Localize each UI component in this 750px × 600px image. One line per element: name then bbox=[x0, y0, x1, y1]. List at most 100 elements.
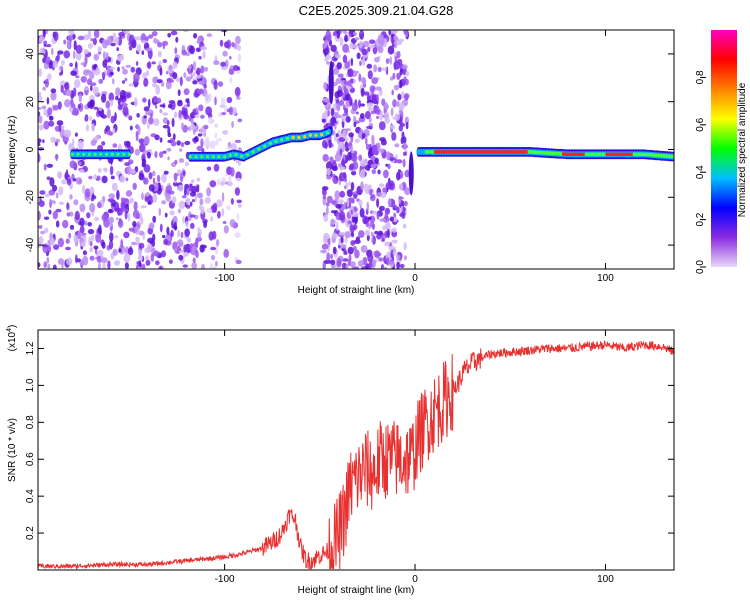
spectrogram-noise-blob bbox=[177, 208, 181, 214]
spectrogram-noise-blob bbox=[133, 72, 140, 83]
spectrogram-noise-blob bbox=[120, 197, 125, 203]
spectrogram-noise-blob bbox=[324, 97, 329, 103]
spectrogram-noise-blob bbox=[74, 132, 78, 137]
spectrogram-noise-blob bbox=[128, 115, 133, 121]
spectrogram-noise-blob bbox=[178, 200, 186, 210]
spectrogram-noise-blob bbox=[215, 245, 218, 255]
spectrogram-noise-blob bbox=[158, 50, 162, 58]
spectrogram-noise-blob bbox=[61, 59, 65, 66]
spectrogram-noise-blob bbox=[320, 249, 327, 254]
spectrogram-noise-blob bbox=[177, 89, 181, 97]
spectrogram-noise-blob bbox=[393, 60, 401, 70]
spectrogram-noise-blob bbox=[372, 210, 378, 215]
spectrogram-noise-blob bbox=[401, 210, 406, 220]
spectrogram-noise-blob bbox=[135, 212, 140, 219]
spectrogram-noise-blob bbox=[106, 108, 111, 119]
spectrogram-noise-blob bbox=[213, 60, 220, 66]
spectrogram-noise-blob bbox=[364, 111, 371, 120]
spectrogram-noise-blob bbox=[234, 86, 241, 97]
spectrogram-noise-blob bbox=[195, 239, 199, 248]
spectrogram-noise-blob bbox=[338, 137, 346, 143]
spectrogram-noise-blob bbox=[85, 69, 91, 74]
spectrogram-noise-blob bbox=[346, 86, 352, 90]
spectrogram-noise-blob bbox=[145, 255, 150, 262]
spectrogram-noise-blob bbox=[181, 106, 186, 115]
spectrogram-noise-blob bbox=[38, 147, 44, 151]
spectrogram-noise-blob bbox=[114, 235, 119, 239]
spectrogram-noise-blob bbox=[336, 114, 342, 119]
spectrogram-noise-blob bbox=[55, 208, 62, 213]
spectrogram-noise-blob bbox=[169, 210, 175, 216]
spectrogram-noise-blob bbox=[109, 71, 114, 76]
spectrogram-noise-blob bbox=[180, 141, 185, 148]
spectrogram-noise-blob bbox=[38, 68, 43, 77]
y-tick-label: 1.2 bbox=[25, 341, 36, 355]
spectrogram-noise-blob bbox=[84, 220, 88, 226]
spectrogram-noise-blob bbox=[57, 171, 63, 179]
spectrogram-noise-blob bbox=[371, 77, 379, 85]
spectrogram-noise-blob bbox=[181, 49, 187, 56]
spectrogram-noise-blob bbox=[404, 187, 411, 196]
snr-panel: -100 0 100 0.2 0.4 0.6 0.8 1.0 1.2 Height of st… bbox=[6, 325, 675, 596]
spectrogram-noise-blob bbox=[93, 53, 100, 61]
spectrogram-noise-blob bbox=[344, 231, 352, 239]
spectrogram-noise-blob bbox=[384, 241, 390, 247]
spectrogram-noise-blob bbox=[214, 123, 219, 128]
spectrogram-noise-blob bbox=[403, 151, 407, 156]
spectrogram-noise-blob bbox=[174, 221, 177, 230]
spectrogram-noise-blob bbox=[38, 225, 43, 229]
spectrogram-noise-blob bbox=[346, 198, 350, 208]
spectrogram-noise-blob bbox=[398, 125, 403, 132]
spectrogram-noise-blob bbox=[159, 67, 163, 76]
spectrogram-noise-blob bbox=[213, 80, 218, 90]
spectrogram-noise-blob bbox=[401, 64, 408, 70]
spectrogram-noise-blob bbox=[389, 124, 396, 130]
spectrogram-noise-blob bbox=[89, 71, 95, 80]
spectrogram-noise-blob bbox=[193, 33, 198, 39]
spectrogram-noise-blob bbox=[226, 96, 233, 104]
spectrogram-noise-blob bbox=[177, 101, 183, 107]
spectrogram-noise-blob bbox=[57, 258, 65, 265]
spectrogram-noise-blob bbox=[52, 104, 59, 111]
spectrogram-noise-blob bbox=[66, 178, 72, 186]
spectrogram-noise-blob bbox=[352, 218, 356, 223]
spectrogram-noise-blob bbox=[339, 211, 346, 221]
spectrogram-noise-blob bbox=[141, 217, 144, 225]
spectrogram-noise-blob bbox=[382, 67, 387, 71]
spectrogram-noise-blob bbox=[63, 129, 71, 138]
spectrogram-noise-blob bbox=[347, 80, 351, 88]
spectrogram-noise-blob bbox=[130, 66, 136, 73]
spectrogram-noise-blob bbox=[137, 254, 143, 262]
spectrogram-noise-blob bbox=[89, 115, 92, 121]
spectrogram-noise-blob bbox=[122, 103, 128, 107]
spectrogram-noise-blob bbox=[199, 204, 202, 211]
spectrogram-noise-blob bbox=[95, 233, 102, 243]
spectrogram-noise-blob bbox=[90, 241, 93, 247]
spectrogram-noise-blob bbox=[138, 242, 145, 249]
spectrogram-noise-blob bbox=[69, 224, 75, 230]
spectrogram-noise-blob bbox=[389, 157, 394, 162]
spectrogram-noise-blob bbox=[39, 190, 46, 195]
spectrogram-noise-blob bbox=[79, 217, 85, 227]
spectrogram-noise-blob bbox=[331, 165, 338, 172]
spectrogram-noise-blob bbox=[185, 204, 191, 209]
spectrogram-noise-blob bbox=[143, 164, 151, 173]
spectrogram-noise-blob bbox=[53, 244, 60, 250]
spectrogram-noise-blob bbox=[151, 61, 156, 65]
spectrogram-noise-blob bbox=[196, 67, 201, 76]
spectrogram-noise-blob bbox=[167, 103, 173, 109]
spectrogram-noise-blob bbox=[324, 43, 327, 47]
spectrogram-noise-blob bbox=[112, 127, 116, 134]
ridge-core bbox=[671, 154, 674, 159]
spectrogram-noise-blob bbox=[209, 180, 217, 188]
spectrogram-noise-blob bbox=[125, 64, 131, 68]
spectrogram-noise-blob bbox=[91, 123, 95, 132]
spectrogram-noise-blob bbox=[365, 125, 373, 130]
spectrogram-noise-blob bbox=[371, 86, 375, 97]
spectrogram-noise-blob bbox=[378, 121, 386, 131]
spectrogram-noise-blob bbox=[101, 93, 107, 103]
spectrogram-noise-blob bbox=[330, 107, 335, 117]
y-tick-label: 0.6 bbox=[25, 452, 36, 466]
spectrogram-noise-blob bbox=[349, 163, 354, 170]
spectrogram-noise-blob bbox=[166, 226, 170, 236]
